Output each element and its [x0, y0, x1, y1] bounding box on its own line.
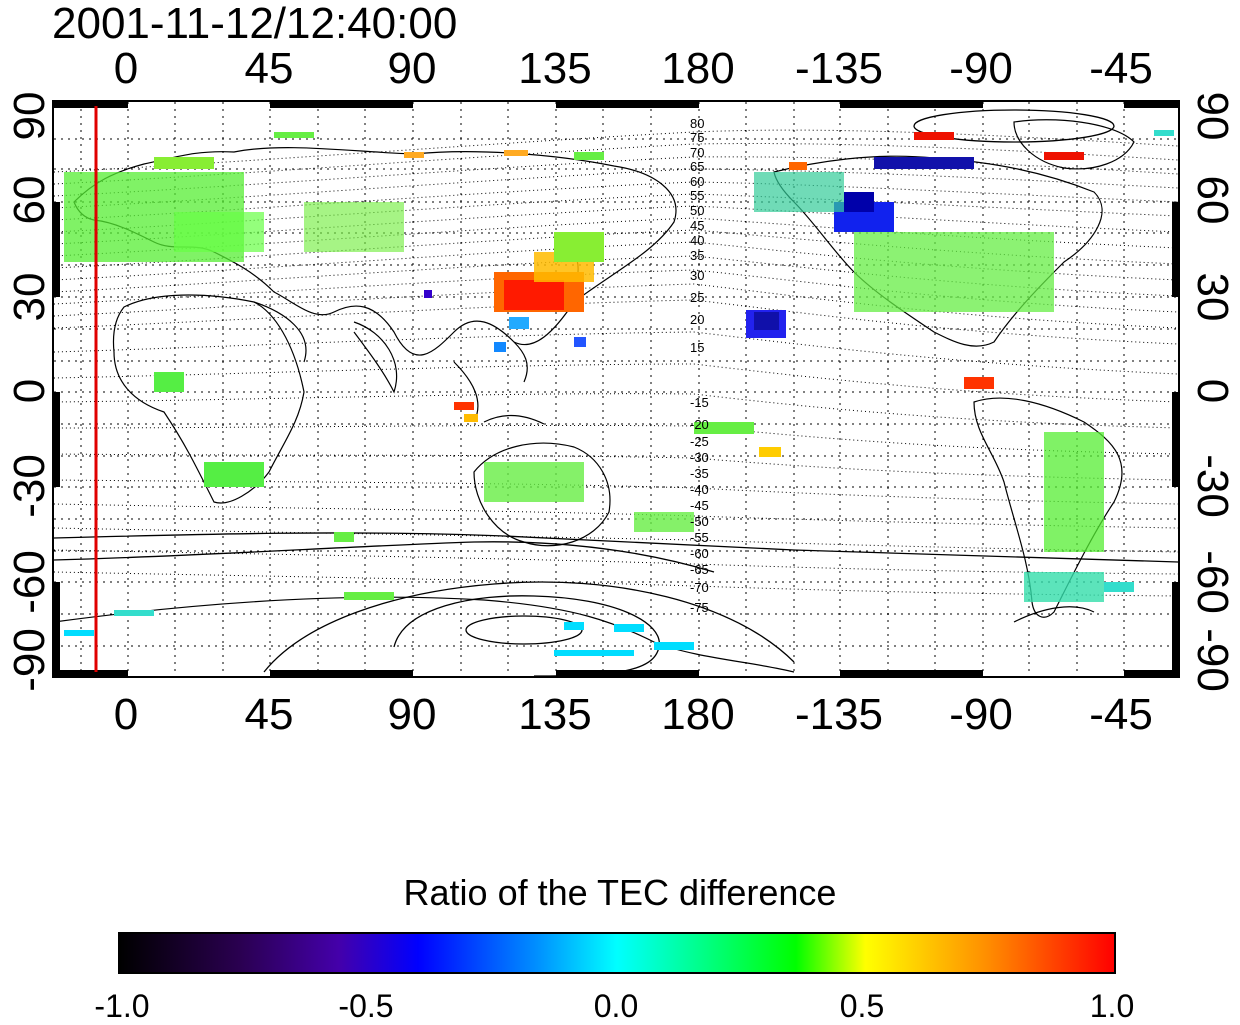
colorbar [118, 932, 1116, 974]
x-tick-bottom: -90 [949, 690, 1013, 739]
contour-label: -20 [690, 417, 709, 432]
colorbar-tick: 0.0 [593, 988, 639, 1024]
contour-label: -45 [690, 498, 709, 513]
y-tick-left: 90 [5, 91, 54, 141]
contour-label: 30 [690, 268, 704, 283]
x-tick-bottom: 135 [518, 690, 592, 739]
x-tick-top: 45 [244, 44, 294, 93]
map-panel: 80 75 70 65 60 55 50 45 40 35 30 25 20 1… [52, 100, 1180, 678]
y-tick-left: 0 [5, 378, 54, 404]
contour-label: 80 [690, 116, 704, 131]
contour-label: 45 [690, 218, 704, 233]
contour-label: 55 [690, 188, 704, 203]
contour-label: 15 [690, 340, 704, 355]
contour-label: 75 [690, 130, 704, 145]
contour-label: 60 [690, 174, 704, 189]
tec-data-points [64, 130, 1174, 656]
contour-label: -40 [690, 482, 709, 497]
x-tick-top: -45 [1089, 44, 1153, 93]
y-tick-right: 30 [1188, 272, 1237, 322]
y-tick-right: -90 [1188, 628, 1237, 692]
y-tick-right: 90 [1188, 91, 1237, 141]
contour-label: -70 [690, 580, 709, 595]
timestamp-title: 2001-11-12/12:40:00 [52, 0, 458, 48]
y-tick-right: 0 [1188, 378, 1237, 404]
colorbar-tick: 0.5 [839, 988, 885, 1024]
contour-label: 35 [690, 248, 704, 263]
y-tick-left: -90 [5, 628, 54, 692]
y-tick-left: -30 [5, 454, 54, 518]
x-tick-top: 135 [518, 44, 592, 93]
contour-label: -30 [690, 450, 709, 465]
contour-label: -65 [690, 562, 709, 577]
x-tick-bottom: 90 [387, 690, 437, 739]
y-tick-right: 60 [1188, 175, 1237, 225]
contour-label: -25 [690, 434, 709, 449]
x-tick-bottom: -45 [1089, 690, 1153, 739]
contour-label: 70 [690, 145, 704, 160]
axis-tick-bars [54, 102, 1178, 676]
x-tick-bottom: -135 [794, 690, 884, 739]
y-tick-left: -60 [5, 550, 54, 614]
contour-label: -60 [690, 546, 709, 561]
x-tick-bottom: 0 [113, 690, 139, 739]
x-tick-top: 180 [661, 44, 735, 93]
contour-label: 20 [690, 312, 704, 327]
x-tick-top: 0 [113, 44, 139, 93]
y-tick-right: -60 [1188, 550, 1237, 614]
x-tick-top: -135 [794, 44, 884, 93]
contour-labels: 80 75 70 65 60 55 50 45 40 35 30 25 20 1… [690, 116, 709, 615]
colorbar-title: Ratio of the TEC difference [403, 872, 837, 913]
contour-label: 65 [690, 159, 704, 174]
contour-label: 50 [690, 203, 704, 218]
colorbar-tick: 1.0 [1089, 988, 1135, 1024]
magnetic-latitude-contours-solid [54, 109, 1178, 676]
y-tick-left: 30 [5, 272, 54, 322]
x-tick-top: -90 [949, 44, 1013, 93]
colorbar-tick: -1.0 [94, 988, 150, 1024]
colorbar-tick: -0.5 [338, 988, 394, 1024]
contour-label: -55 [690, 530, 709, 545]
y-tick-left: 60 [5, 175, 54, 225]
contour-label: 25 [690, 290, 704, 305]
contour-label: -35 [690, 466, 709, 481]
x-tick-top: 90 [387, 44, 437, 93]
contour-label: 40 [690, 233, 704, 248]
x-tick-bottom: 180 [661, 690, 735, 739]
contour-label: -15 [690, 395, 709, 410]
contour-label: -75 [690, 600, 709, 615]
tec-map: 80 75 70 65 60 55 50 45 40 35 30 25 20 1… [54, 102, 1178, 676]
x-tick-bottom: 45 [244, 690, 294, 739]
contour-label: -50 [690, 514, 709, 529]
y-tick-right: -30 [1188, 454, 1237, 518]
